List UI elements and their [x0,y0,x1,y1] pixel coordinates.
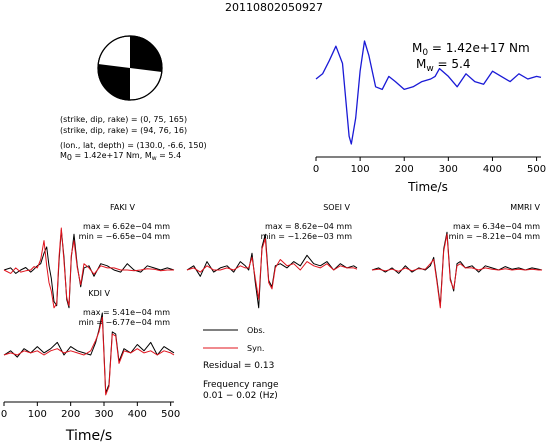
waveform-mmri [371,231,543,309]
waveform-faki [3,227,175,309]
frequency-range-title: Frequency range [203,380,279,390]
nodal-plane-1-label: (strike, dip, rake) = (0, 75, 165) [60,115,187,124]
kdi-max-label: max = 5.41e−04 mm [83,308,170,317]
wave-tick-label: 0 [1,409,7,420]
stf-tick-label: 200 [395,164,414,175]
soei-max-label: max = 8.62e−04 mm [265,222,352,231]
station-faki-label: FAKI V [110,203,135,212]
stf-tick-label: 100 [351,164,370,175]
nodal-plane-2-label: (strike, dip, rake) = (94, 76, 16) [60,126,187,135]
source-time-function-plot [315,40,542,145]
wave-tick-label: 400 [128,409,147,420]
mmri-max-label: max = 6.34e−04 mm [453,222,540,231]
faki-observed-trace [3,229,175,309]
stf-x-axis-label: Time/s [407,180,448,194]
event-id-title: 20110802050927 [225,1,323,14]
stf-x-axis: 0 100 200 300 400 500 [313,156,546,175]
station-mmri-label: MMRI V [510,203,540,212]
stf-tick-label: 300 [439,164,458,175]
moment-label: M0 = 1.42e+17 Nm, Mw = 5.4 [60,151,181,162]
wave-tick-label: 500 [161,409,180,420]
waveform-x-axis-label: Time/s [65,428,112,444]
legend: Obs. Syn. Residual = 0.13 Frequency rang… [203,326,279,401]
stf-mw-annotation: Mw = 5.4 [416,57,471,74]
kdi-min-label: min = −6.77e−04 mm [79,318,171,327]
legend-obs-label: Obs. [247,326,265,335]
faki-min-label: min = −6.65e−04 mm [79,232,171,241]
waveform-kdi [3,312,175,396]
location-label: (lon., lat, depth) = (130.0, -6.6, 150) [60,141,207,150]
waveform-x-axis: 0 100 200 300 400 500 [1,401,180,420]
station-kdi-label: KDI V [88,289,110,298]
stf-m0-annotation: M0 = 1.42e+17 Nm [412,41,530,58]
residual-label: Residual = 0.13 [203,361,274,371]
wave-tick-label: 100 [28,409,47,420]
soei-observed-trace [186,233,358,309]
stf-tick-label: 0 [313,164,319,175]
mmri-min-label: min = −8.21e−04 mm [449,232,541,241]
wave-tick-label: 200 [61,409,80,420]
kdi-synthetic-trace [3,316,175,396]
waveform-soei [186,233,358,309]
focal-mechanism-beachball [97,35,163,101]
station-soei-label: SOEI V [323,203,350,212]
wave-tick-label: 300 [94,409,113,420]
stf-line [315,40,542,145]
mmri-synthetic-trace [371,233,542,309]
stf-tick-label: 500 [527,164,546,175]
soei-min-label: min = −1.26e−03 mm [261,232,353,241]
legend-syn-label: Syn. [247,344,264,353]
faki-synthetic-trace [3,227,174,309]
stf-tick-label: 400 [483,164,502,175]
faki-max-label: max = 6.62e−04 mm [83,222,170,231]
frequency-range-value: 0.01 − 0.02 (Hz) [203,391,278,401]
soei-synthetic-trace [186,238,358,300]
